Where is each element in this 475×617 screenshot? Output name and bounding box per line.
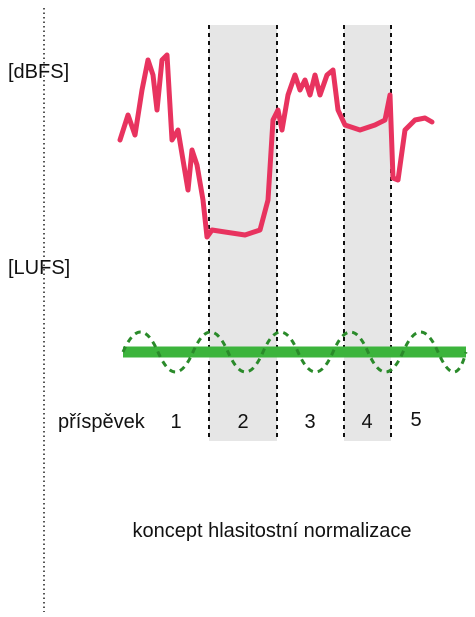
segment-number: 5: [410, 409, 421, 431]
segment-number: 3: [304, 411, 315, 433]
lufs-label: [LUFS]: [8, 257, 70, 279]
segment-number: 1: [170, 411, 181, 433]
dbfs-label: [dBFS]: [8, 61, 69, 83]
segment-label: příspěvek: [58, 411, 146, 433]
peak-waveform: [117, 52, 435, 240]
band: [344, 25, 391, 441]
segment-number: 4: [361, 411, 372, 433]
loudness-wave: [121, 330, 468, 374]
segment-number: 2: [237, 411, 248, 433]
caption: koncept hlasitostní normalizace: [132, 520, 411, 542]
